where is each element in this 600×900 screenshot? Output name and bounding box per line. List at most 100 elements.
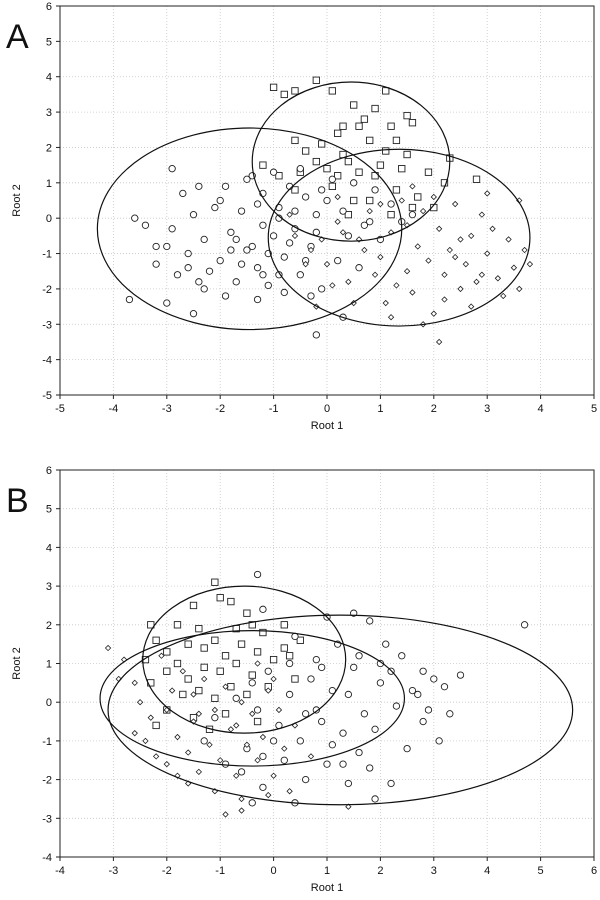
data-point-diamond xyxy=(249,710,256,717)
y-tick-label: -4 xyxy=(42,355,52,367)
data-point-square xyxy=(323,165,331,173)
x-tick-label: 3 xyxy=(484,403,490,415)
y-tick-label: -1 xyxy=(42,736,52,748)
data-point-diamond xyxy=(286,211,293,218)
data-point-square xyxy=(211,636,219,644)
data-point-circle xyxy=(520,621,529,629)
data-point-square xyxy=(408,119,417,127)
data-point-circle xyxy=(291,207,299,215)
data-point-circle xyxy=(366,764,374,772)
data-point-circle xyxy=(189,210,198,219)
data-point-circle xyxy=(318,663,326,672)
data-point-circle xyxy=(259,783,267,791)
data-point-circle xyxy=(253,706,262,714)
data-point-diamond xyxy=(377,253,384,261)
data-point-circle xyxy=(350,179,358,187)
data-point-diamond xyxy=(131,729,138,737)
data-point-circle xyxy=(221,182,230,191)
data-point-circle xyxy=(301,193,310,201)
data-point-diamond xyxy=(398,197,405,204)
data-point-circle xyxy=(323,760,331,768)
data-point-square xyxy=(200,663,208,672)
data-point-diamond xyxy=(238,807,245,814)
data-point-circle xyxy=(141,221,150,229)
data-point-square xyxy=(221,710,230,718)
data-point-circle xyxy=(243,175,251,183)
data-point-square xyxy=(147,621,155,629)
data-point-circle xyxy=(328,175,336,183)
data-point-circle xyxy=(371,725,379,733)
y-tick-label: 3 xyxy=(46,107,52,119)
data-point-diamond xyxy=(270,675,277,683)
data-point-diamond xyxy=(387,314,395,321)
data-point-square xyxy=(179,690,187,699)
x-tick-label: -3 xyxy=(109,865,119,877)
data-point-square xyxy=(301,147,310,155)
data-point-diamond xyxy=(451,253,459,261)
x-tick-label: 1 xyxy=(324,865,330,877)
x-tick-label: -3 xyxy=(162,403,172,415)
data-point-circle xyxy=(296,165,304,173)
data-point-circle xyxy=(387,200,395,208)
data-point-diamond xyxy=(478,271,486,278)
data-point-diamond xyxy=(217,757,224,764)
data-point-diamond xyxy=(334,193,341,201)
data-point-circle xyxy=(344,232,353,240)
data-point-diamond xyxy=(468,303,475,310)
data-point-circle xyxy=(318,186,326,194)
data-point-square xyxy=(227,597,235,606)
data-point-circle xyxy=(163,242,171,251)
y-tick-label: 0 xyxy=(46,213,52,225)
data-point-circle xyxy=(237,207,246,215)
data-point-circle xyxy=(173,271,182,279)
data-point-circle xyxy=(355,264,363,272)
data-point-circle xyxy=(264,281,272,290)
data-point-diamond xyxy=(526,260,534,268)
data-point-circle xyxy=(456,671,465,679)
data-point-circle xyxy=(366,218,374,226)
plot-b: -4 -3 -2 -1 0 1 2 3 4 5 6 -4 -3 -2 -1 0 1 2 3 4 5 6 Root 1 Root… xyxy=(11,465,597,894)
data-point-circle xyxy=(264,667,272,675)
data-point-circle xyxy=(200,737,208,745)
data-point-square xyxy=(275,172,283,180)
data-point-square xyxy=(189,601,198,610)
data-point-square xyxy=(382,147,390,155)
ellipse-diamonds xyxy=(267,148,531,327)
x-tick-label: 2 xyxy=(377,865,383,877)
data-point-circle xyxy=(280,756,288,764)
data-point-diamond xyxy=(307,753,315,760)
data-point-circle xyxy=(318,285,326,293)
y-tick-label: -1 xyxy=(42,249,52,261)
data-point-square xyxy=(253,717,262,726)
data-point-circle xyxy=(419,717,427,726)
data-point-circle xyxy=(318,717,326,726)
y-tick-label: -4 xyxy=(42,852,52,864)
data-point-circle xyxy=(280,253,288,261)
data-point-circle xyxy=(435,737,443,745)
panel-label-a: A xyxy=(6,18,29,56)
data-point-square xyxy=(216,667,224,675)
data-point-diamond xyxy=(441,296,448,303)
ellipse-diamonds xyxy=(99,630,406,767)
data-point-diamond xyxy=(206,741,213,748)
data-point-square xyxy=(280,90,288,99)
data-point-diamond xyxy=(238,795,245,803)
data-point-square xyxy=(366,136,374,145)
data-point-diamond xyxy=(425,257,432,264)
data-point-circle xyxy=(408,686,417,695)
data-point-circle xyxy=(152,260,160,268)
data-point-circle xyxy=(216,196,224,205)
data-point-diamond xyxy=(270,772,277,779)
data-point-square xyxy=(285,652,294,660)
data-point-diamond xyxy=(174,733,181,741)
data-point-diamond xyxy=(254,660,261,667)
data-point-diamond xyxy=(307,246,315,254)
data-point-square xyxy=(243,609,251,617)
data-point-square xyxy=(291,87,299,95)
data-point-diamond xyxy=(163,760,170,768)
data-point-diamond xyxy=(489,225,496,232)
data-point-square xyxy=(291,186,299,194)
data-point-diamond xyxy=(435,225,443,232)
data-point-diamond xyxy=(211,706,219,714)
ellipse-circles xyxy=(96,127,403,331)
